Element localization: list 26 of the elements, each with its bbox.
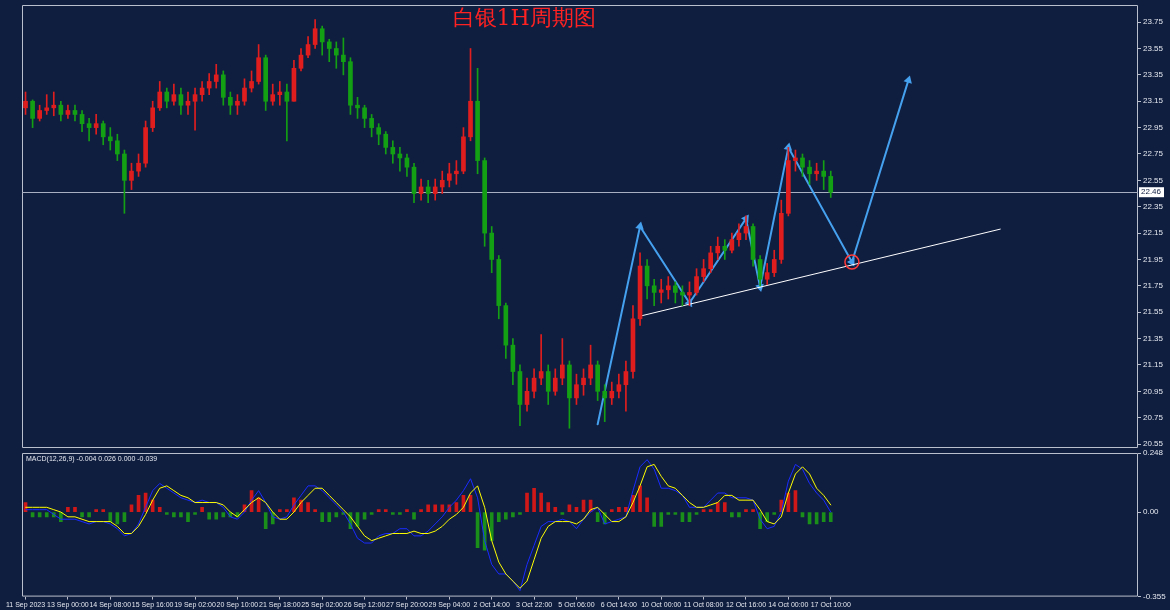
y-tick-label: 21.35 [1143, 333, 1164, 343]
point [783, 142, 793, 151]
y-tick-label: 22.95 [1143, 122, 1164, 132]
y-tick-label: 22.55 [1143, 175, 1164, 185]
point [635, 221, 644, 230]
y-tick-label: 21.55 [1143, 307, 1164, 317]
y-tick-label: 21.75 [1143, 281, 1164, 291]
chart-title: 白银1H周期图 [452, 4, 596, 30]
y-tick-label: 23.75 [1143, 17, 1164, 27]
y-tick-label: 23.15 [1143, 96, 1164, 106]
y-tick-label: 23.35 [1143, 70, 1164, 80]
point [844, 254, 860, 270]
y-tick-label: 22.15 [1143, 228, 1164, 238]
y-tick-label: 20.55 [1143, 439, 1164, 449]
y-tick-label: 0.00 [1143, 507, 1160, 517]
point [903, 75, 912, 84]
ref-line-label: 22.46 [1141, 187, 1162, 197]
y-tick-label: 22.75 [1143, 149, 1164, 159]
y-tick-label: 20.95 [1143, 386, 1164, 396]
y-tick-label: 20.75 [1143, 412, 1164, 422]
y-tick-label: -0.355 [1143, 591, 1167, 601]
y-tick-label: 21.15 [1143, 360, 1164, 370]
y-tick-label: 21.95 [1143, 254, 1164, 264]
y-tick-label: 23.55 [1143, 43, 1164, 53]
y-tick-label: 0.248 [1143, 448, 1164, 458]
y-tick-label: 22.35 [1143, 201, 1164, 211]
